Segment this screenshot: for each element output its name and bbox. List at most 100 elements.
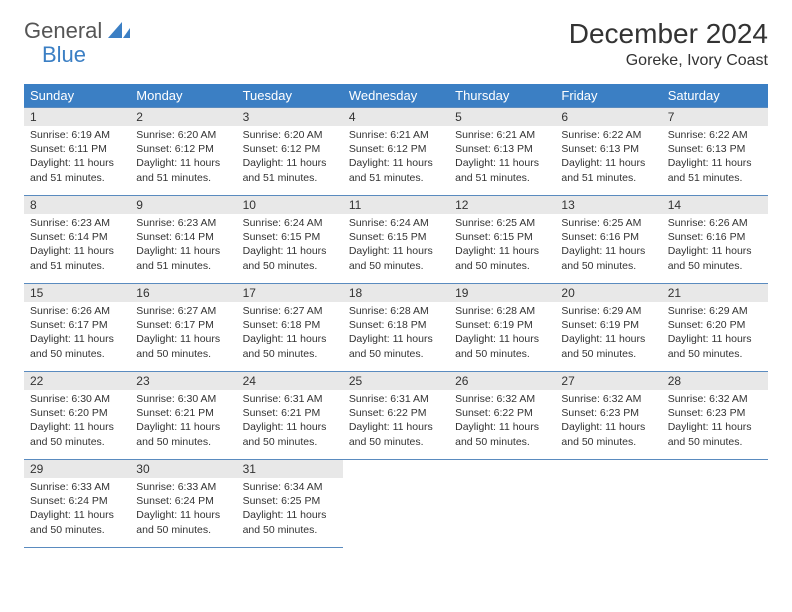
calendar-cell: 23Sunrise: 6:30 AMSunset: 6:21 PMDayligh… — [130, 372, 236, 460]
calendar-cell: 1Sunrise: 6:19 AMSunset: 6:11 PMDaylight… — [24, 108, 130, 196]
day-number: 30 — [130, 460, 236, 478]
day-number: 3 — [237, 108, 343, 126]
day-number: 9 — [130, 196, 236, 214]
day-number: 25 — [343, 372, 449, 390]
day-number: 12 — [449, 196, 555, 214]
day-content: Sunrise: 6:33 AMSunset: 6:24 PMDaylight:… — [24, 478, 130, 541]
calendar-cell: 19Sunrise: 6:28 AMSunset: 6:19 PMDayligh… — [449, 284, 555, 372]
day-number: 26 — [449, 372, 555, 390]
calendar-cell — [555, 460, 661, 548]
calendar-cell: 24Sunrise: 6:31 AMSunset: 6:21 PMDayligh… — [237, 372, 343, 460]
calendar-cell: 30Sunrise: 6:33 AMSunset: 6:24 PMDayligh… — [130, 460, 236, 548]
day-content: Sunrise: 6:33 AMSunset: 6:24 PMDaylight:… — [130, 478, 236, 541]
day-number: 22 — [24, 372, 130, 390]
day-number: 29 — [24, 460, 130, 478]
day-number: 7 — [662, 108, 768, 126]
day-number: 31 — [237, 460, 343, 478]
day-number: 27 — [555, 372, 661, 390]
day-content: Sunrise: 6:24 AMSunset: 6:15 PMDaylight:… — [343, 214, 449, 277]
day-content: Sunrise: 6:25 AMSunset: 6:15 PMDaylight:… — [449, 214, 555, 277]
calendar-cell: 20Sunrise: 6:29 AMSunset: 6:19 PMDayligh… — [555, 284, 661, 372]
calendar-cell: 2Sunrise: 6:20 AMSunset: 6:12 PMDaylight… — [130, 108, 236, 196]
day-number: 1 — [24, 108, 130, 126]
day-content: Sunrise: 6:20 AMSunset: 6:12 PMDaylight:… — [237, 126, 343, 189]
day-content: Sunrise: 6:26 AMSunset: 6:16 PMDaylight:… — [662, 214, 768, 277]
calendar-cell: 15Sunrise: 6:26 AMSunset: 6:17 PMDayligh… — [24, 284, 130, 372]
day-number: 4 — [343, 108, 449, 126]
header: General December 2024 Goreke, Ivory Coas… — [24, 18, 768, 70]
calendar-row: 22Sunrise: 6:30 AMSunset: 6:20 PMDayligh… — [24, 372, 768, 460]
location-label: Goreke, Ivory Coast — [569, 52, 768, 70]
day-content: Sunrise: 6:21 AMSunset: 6:13 PMDaylight:… — [449, 126, 555, 189]
day-content: Sunrise: 6:28 AMSunset: 6:18 PMDaylight:… — [343, 302, 449, 365]
calendar-cell: 5Sunrise: 6:21 AMSunset: 6:13 PMDaylight… — [449, 108, 555, 196]
calendar-cell: 9Sunrise: 6:23 AMSunset: 6:14 PMDaylight… — [130, 196, 236, 284]
day-number: 5 — [449, 108, 555, 126]
day-content: Sunrise: 6:30 AMSunset: 6:20 PMDaylight:… — [24, 390, 130, 453]
logo-text-blue: Blue — [42, 42, 86, 67]
day-number: 10 — [237, 196, 343, 214]
day-number: 28 — [662, 372, 768, 390]
calendar-row: 29Sunrise: 6:33 AMSunset: 6:24 PMDayligh… — [24, 460, 768, 548]
day-header: Saturday — [662, 84, 768, 108]
day-content: Sunrise: 6:31 AMSunset: 6:22 PMDaylight:… — [343, 390, 449, 453]
day-content: Sunrise: 6:32 AMSunset: 6:23 PMDaylight:… — [555, 390, 661, 453]
month-title: December 2024 — [569, 18, 768, 50]
day-content: Sunrise: 6:24 AMSunset: 6:15 PMDaylight:… — [237, 214, 343, 277]
logo-sail-icon — [108, 20, 130, 43]
day-content: Sunrise: 6:29 AMSunset: 6:20 PMDaylight:… — [662, 302, 768, 365]
calendar-cell: 12Sunrise: 6:25 AMSunset: 6:15 PMDayligh… — [449, 196, 555, 284]
logo: General — [24, 18, 132, 44]
calendar-cell: 26Sunrise: 6:32 AMSunset: 6:22 PMDayligh… — [449, 372, 555, 460]
calendar-cell: 25Sunrise: 6:31 AMSunset: 6:22 PMDayligh… — [343, 372, 449, 460]
calendar-cell: 8Sunrise: 6:23 AMSunset: 6:14 PMDaylight… — [24, 196, 130, 284]
day-number: 18 — [343, 284, 449, 302]
calendar-cell — [343, 460, 449, 548]
day-content: Sunrise: 6:27 AMSunset: 6:18 PMDaylight:… — [237, 302, 343, 365]
day-header: Tuesday — [237, 84, 343, 108]
calendar-row: 15Sunrise: 6:26 AMSunset: 6:17 PMDayligh… — [24, 284, 768, 372]
calendar-cell: 10Sunrise: 6:24 AMSunset: 6:15 PMDayligh… — [237, 196, 343, 284]
day-header: Monday — [130, 84, 236, 108]
calendar-cell: 16Sunrise: 6:27 AMSunset: 6:17 PMDayligh… — [130, 284, 236, 372]
day-number: 11 — [343, 196, 449, 214]
day-content: Sunrise: 6:27 AMSunset: 6:17 PMDaylight:… — [130, 302, 236, 365]
calendar-table: SundayMondayTuesdayWednesdayThursdayFrid… — [24, 84, 768, 548]
calendar-cell: 21Sunrise: 6:29 AMSunset: 6:20 PMDayligh… — [662, 284, 768, 372]
calendar-cell: 11Sunrise: 6:24 AMSunset: 6:15 PMDayligh… — [343, 196, 449, 284]
day-content: Sunrise: 6:34 AMSunset: 6:25 PMDaylight:… — [237, 478, 343, 541]
day-number: 17 — [237, 284, 343, 302]
calendar-cell: 22Sunrise: 6:30 AMSunset: 6:20 PMDayligh… — [24, 372, 130, 460]
day-number: 14 — [662, 196, 768, 214]
day-header: Thursday — [449, 84, 555, 108]
day-content: Sunrise: 6:32 AMSunset: 6:22 PMDaylight:… — [449, 390, 555, 453]
calendar-cell: 29Sunrise: 6:33 AMSunset: 6:24 PMDayligh… — [24, 460, 130, 548]
calendar-cell: 18Sunrise: 6:28 AMSunset: 6:18 PMDayligh… — [343, 284, 449, 372]
calendar-cell: 13Sunrise: 6:25 AMSunset: 6:16 PMDayligh… — [555, 196, 661, 284]
calendar-cell: 14Sunrise: 6:26 AMSunset: 6:16 PMDayligh… — [662, 196, 768, 284]
day-number: 23 — [130, 372, 236, 390]
calendar-cell: 7Sunrise: 6:22 AMSunset: 6:13 PMDaylight… — [662, 108, 768, 196]
day-content: Sunrise: 6:19 AMSunset: 6:11 PMDaylight:… — [24, 126, 130, 189]
day-content: Sunrise: 6:25 AMSunset: 6:16 PMDaylight:… — [555, 214, 661, 277]
logo-part2-wrap: Blue — [42, 42, 86, 68]
calendar-cell: 31Sunrise: 6:34 AMSunset: 6:25 PMDayligh… — [237, 460, 343, 548]
calendar-cell: 17Sunrise: 6:27 AMSunset: 6:18 PMDayligh… — [237, 284, 343, 372]
day-content: Sunrise: 6:20 AMSunset: 6:12 PMDaylight:… — [130, 126, 236, 189]
calendar-cell — [662, 460, 768, 548]
day-content: Sunrise: 6:23 AMSunset: 6:14 PMDaylight:… — [130, 214, 236, 277]
day-number: 19 — [449, 284, 555, 302]
day-header-row: SundayMondayTuesdayWednesdayThursdayFrid… — [24, 84, 768, 108]
day-number: 15 — [24, 284, 130, 302]
title-block: December 2024 Goreke, Ivory Coast — [569, 18, 768, 70]
day-content: Sunrise: 6:22 AMSunset: 6:13 PMDaylight:… — [662, 126, 768, 189]
day-number: 21 — [662, 284, 768, 302]
day-number: 16 — [130, 284, 236, 302]
day-number: 20 — [555, 284, 661, 302]
day-number: 24 — [237, 372, 343, 390]
day-header: Wednesday — [343, 84, 449, 108]
calendar-row: 8Sunrise: 6:23 AMSunset: 6:14 PMDaylight… — [24, 196, 768, 284]
calendar-cell — [449, 460, 555, 548]
calendar-cell: 28Sunrise: 6:32 AMSunset: 6:23 PMDayligh… — [662, 372, 768, 460]
day-content: Sunrise: 6:31 AMSunset: 6:21 PMDaylight:… — [237, 390, 343, 453]
